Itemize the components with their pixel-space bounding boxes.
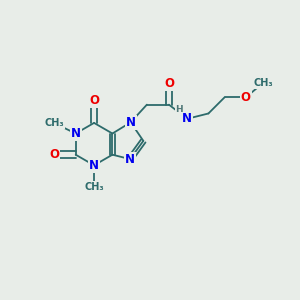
Text: N: N	[71, 127, 81, 140]
Text: CH₃: CH₃	[253, 78, 273, 88]
Text: N: N	[182, 112, 192, 125]
Text: N: N	[126, 116, 136, 129]
Text: N: N	[89, 159, 99, 172]
Text: O: O	[241, 91, 251, 104]
Text: O: O	[89, 94, 99, 107]
Text: N: N	[125, 153, 135, 166]
Text: H: H	[176, 106, 183, 115]
Text: O: O	[50, 148, 59, 161]
Text: CH₃: CH₃	[84, 182, 104, 191]
Text: O: O	[164, 77, 174, 90]
Text: CH₃: CH₃	[45, 118, 64, 128]
